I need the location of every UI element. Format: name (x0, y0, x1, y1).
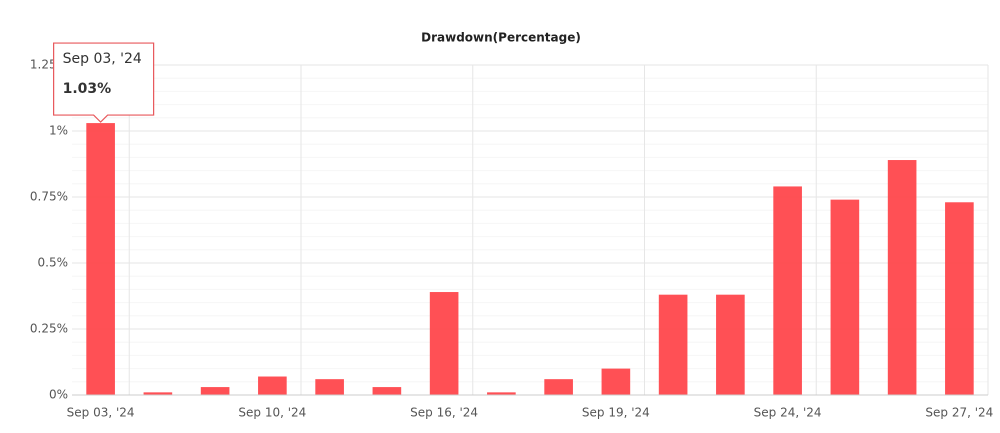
bar (601, 368, 631, 395)
bar (315, 379, 344, 395)
bar (86, 123, 115, 395)
bar (945, 202, 974, 395)
tooltip-box (53, 42, 155, 123)
tooltip-title: Sep 03, '24 (63, 51, 142, 67)
bar (372, 387, 402, 395)
x-tick-label: Sep 10, '24 (238, 406, 306, 420)
x-tick-label: Sep 27, '24 (925, 406, 993, 420)
bar (200, 387, 230, 395)
x-tick-label: Sep 16, '24 (410, 406, 478, 420)
bar (773, 186, 802, 395)
tooltip-value: 1.03% (63, 81, 112, 97)
x-tick-label: Sep 24, '24 (754, 406, 822, 420)
bar (716, 294, 745, 395)
bar (544, 379, 573, 395)
tooltip: Sep 03, '24 1.03% (53, 42, 155, 123)
y-tick-label: 1% (49, 124, 68, 138)
bar (658, 294, 688, 395)
x-tick-label: Sep 03, '24 (67, 406, 135, 420)
bar (143, 392, 173, 395)
y-tick-label: 0.25% (30, 322, 68, 336)
y-tick-label: 0% (49, 388, 68, 402)
bar (830, 199, 860, 395)
bar (429, 292, 459, 395)
chart-title: Drawdown(Percentage) (421, 31, 581, 45)
y-tick-label: 0.75% (30, 190, 68, 204)
y-tick-label: 0.5% (38, 256, 69, 270)
x-tick-label: Sep 19, '24 (582, 406, 650, 420)
bar (258, 376, 287, 395)
bar (487, 392, 516, 395)
bar (887, 160, 917, 395)
